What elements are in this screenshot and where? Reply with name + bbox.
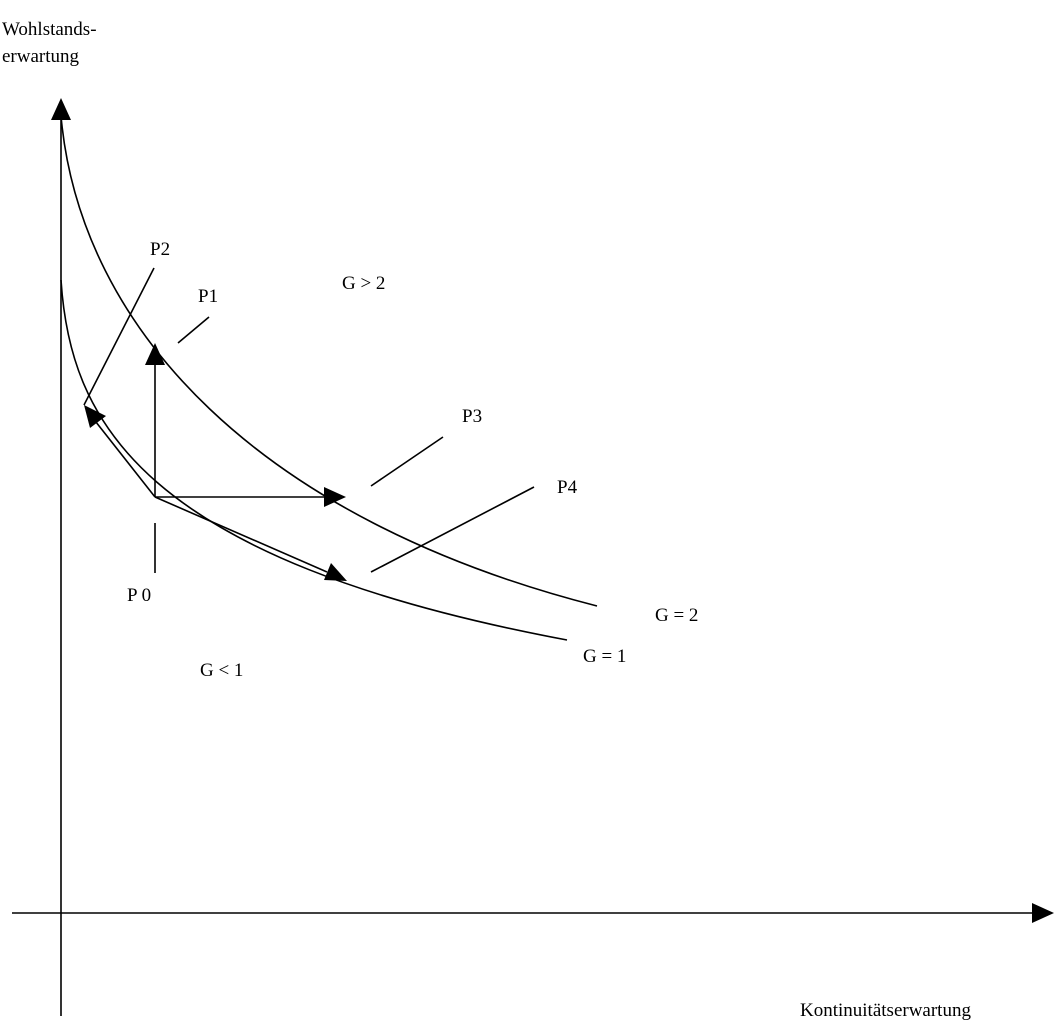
y-axis-arrowhead — [51, 98, 71, 120]
label-p0: P 0 — [127, 585, 151, 606]
x-axis-label: Kontinuitätserwartung — [800, 1000, 971, 1021]
label-p4: P4 — [557, 477, 578, 498]
label-p1: P1 — [198, 286, 218, 307]
leader-p2 — [83, 267, 155, 406]
curve-g1 — [60, 279, 568, 641]
curve-label-g2: G = 2 — [655, 605, 698, 626]
curve-label-g1: G = 1 — [583, 646, 626, 667]
leader-p3 — [370, 436, 444, 487]
leader-p1 — [177, 316, 210, 344]
region-label-above: G > 2 — [342, 273, 385, 294]
arrow-p0-to-p4 — [154, 496, 328, 573]
arrow-p4-head — [324, 563, 347, 581]
curve-g2 — [60, 115, 598, 607]
y-axis-label-line1: Wohlstands- — [2, 19, 97, 40]
region-label-below: G < 1 — [200, 660, 243, 681]
arrow-p2-head — [84, 405, 106, 428]
y-axis-label-line2: erwartung — [2, 46, 80, 67]
arrow-p3-head — [324, 487, 346, 507]
label-p2: P2 — [150, 239, 170, 260]
label-p3: P3 — [462, 406, 482, 427]
arrow-p0-to-p2 — [91, 416, 156, 498]
leader-p4 — [370, 486, 535, 573]
x-axis-arrowhead — [1032, 903, 1054, 923]
arrow-p1-head — [145, 343, 165, 365]
